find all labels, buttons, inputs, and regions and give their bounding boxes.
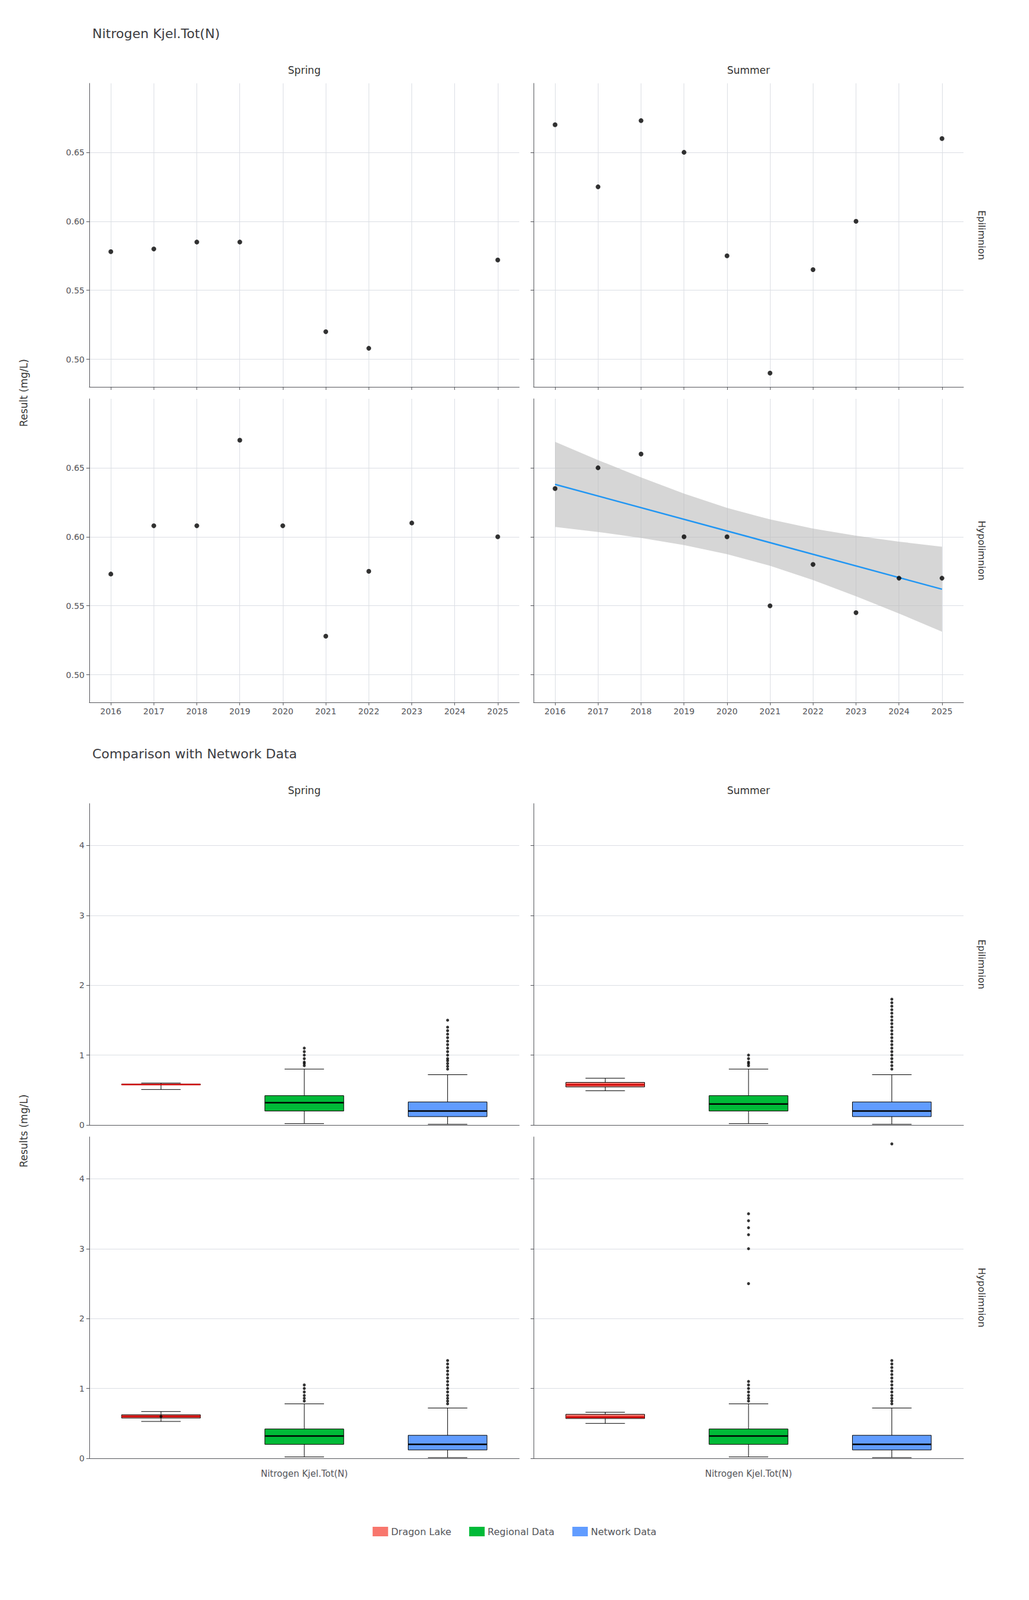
svg-text:2018: 2018 (630, 706, 653, 717)
svg-text:2: 2 (79, 980, 85, 991)
svg-text:Nitrogen Kjel.Tot(N): Nitrogen Kjel.Tot(N) (260, 1469, 348, 1480)
svg-text:2023: 2023 (401, 706, 423, 717)
svg-text:2024: 2024 (888, 706, 910, 717)
svg-text:Dragon Lake: Dragon Lake (391, 1526, 452, 1539)
svg-text:2016: 2016 (544, 706, 566, 717)
svg-text:Hypolimnion: Hypolimnion (976, 1268, 988, 1328)
svg-text:Result (mg/L): Result (mg/L) (17, 359, 30, 427)
svg-text:Spring: Spring (288, 784, 321, 797)
svg-text:Network Data: Network Data (590, 1526, 657, 1539)
svg-text:2: 2 (79, 1314, 85, 1324)
svg-text:Nitrogen Kjel.Tot(N): Nitrogen Kjel.Tot(N) (92, 26, 220, 42)
svg-text:2025: 2025 (931, 706, 953, 717)
svg-text:0.50: 0.50 (66, 354, 85, 365)
svg-text:2021: 2021 (315, 706, 337, 717)
svg-text:0.55: 0.55 (66, 601, 85, 611)
svg-text:2020: 2020 (716, 706, 738, 717)
svg-text:Nitrogen Kjel.Tot(N): Nitrogen Kjel.Tot(N) (705, 1469, 792, 1480)
svg-text:4: 4 (79, 840, 85, 851)
svg-text:4: 4 (79, 1174, 85, 1184)
svg-text:1: 1 (79, 1051, 85, 1061)
svg-text:Summer: Summer (727, 784, 770, 797)
svg-text:0: 0 (79, 1120, 85, 1131)
svg-text:2017: 2017 (142, 706, 165, 717)
svg-text:2025: 2025 (487, 706, 509, 717)
svg-text:2016: 2016 (100, 706, 122, 717)
svg-text:0.65: 0.65 (66, 147, 85, 158)
svg-text:Summer: Summer (727, 64, 770, 77)
svg-text:2020: 2020 (272, 706, 294, 717)
svg-text:Regional Data: Regional Data (487, 1526, 555, 1539)
svg-text:0.60: 0.60 (66, 532, 85, 542)
svg-text:1: 1 (79, 1384, 85, 1395)
svg-text:Epilimnion: Epilimnion (976, 210, 988, 261)
svg-text:0.65: 0.65 (66, 463, 85, 473)
svg-text:2019: 2019 (229, 706, 251, 717)
svg-text:2024: 2024 (444, 706, 466, 717)
svg-text:Hypolimnion: Hypolimnion (976, 521, 988, 581)
svg-text:0.50: 0.50 (66, 670, 85, 681)
svg-text:Spring: Spring (288, 64, 321, 77)
svg-text:Comparison with Network Data: Comparison with Network Data (92, 746, 298, 762)
svg-text:2023: 2023 (845, 706, 868, 717)
svg-text:Results (mg/L): Results (mg/L) (17, 1095, 30, 1169)
svg-text:Epilimnion: Epilimnion (976, 939, 988, 990)
svg-text:3: 3 (79, 911, 85, 921)
svg-text:2022: 2022 (802, 706, 824, 717)
svg-text:2019: 2019 (673, 706, 695, 717)
svg-text:2022: 2022 (357, 706, 380, 717)
svg-text:0: 0 (79, 1454, 85, 1464)
svg-text:2021: 2021 (759, 706, 781, 717)
svg-text:0.60: 0.60 (66, 216, 85, 227)
svg-text:2018: 2018 (186, 706, 208, 717)
svg-text:3: 3 (79, 1244, 85, 1255)
svg-text:2017: 2017 (587, 706, 609, 717)
svg-text:0.55: 0.55 (66, 285, 85, 296)
